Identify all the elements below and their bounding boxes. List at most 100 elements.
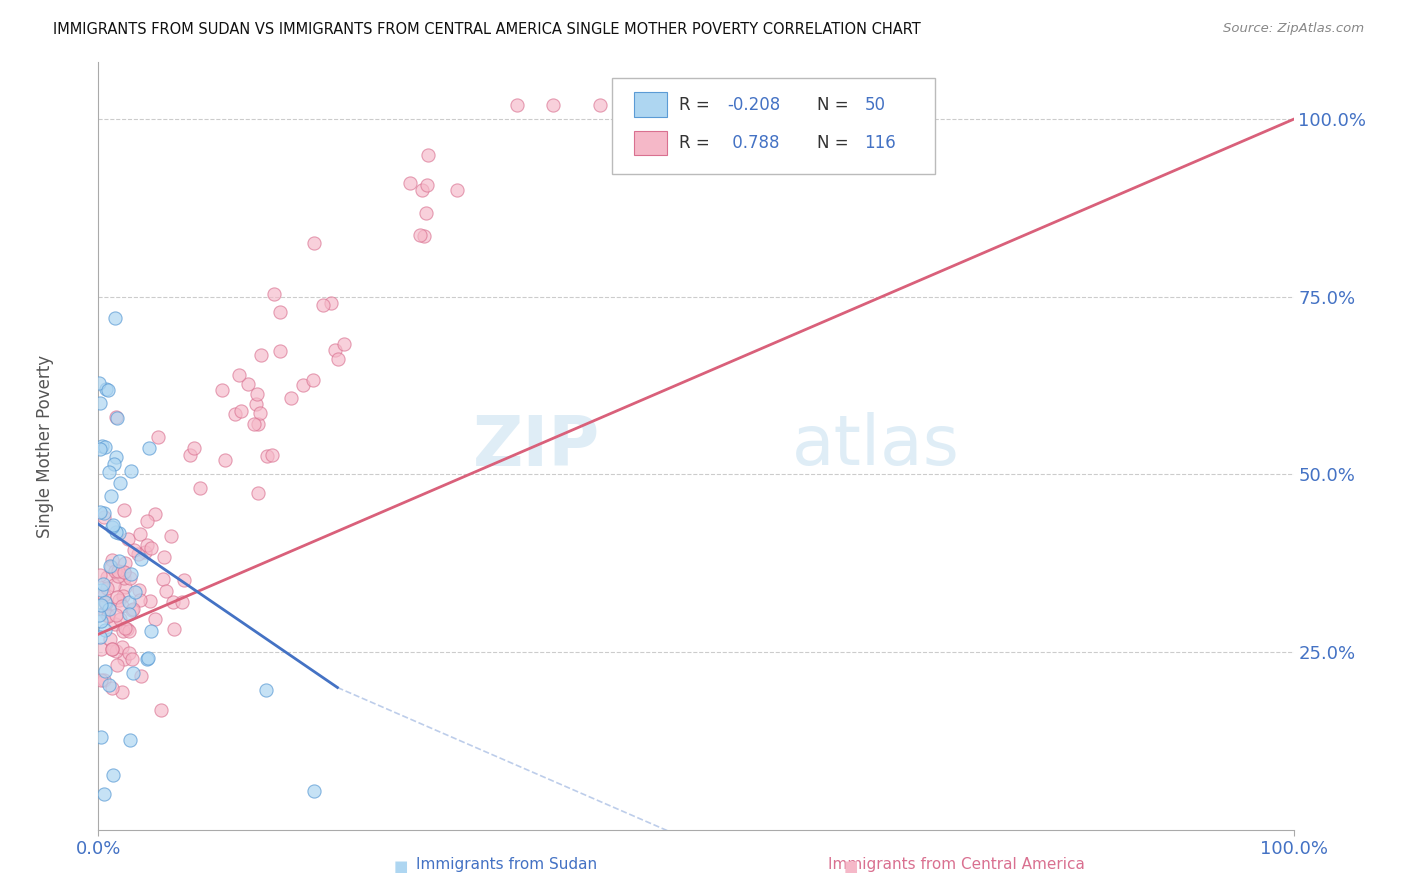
Point xyxy=(90,614,112,628)
Point xyxy=(103,577,125,591)
Point xyxy=(112,571,135,585)
Point xyxy=(120,571,142,585)
Point xyxy=(93,595,115,609)
Point xyxy=(108,554,131,568)
Text: ■: ■ xyxy=(844,859,858,873)
Point xyxy=(115,622,138,636)
Point xyxy=(89,505,111,519)
Point xyxy=(211,383,233,397)
Point xyxy=(89,630,111,644)
Point xyxy=(188,482,211,496)
Point xyxy=(153,550,176,565)
Point xyxy=(242,417,264,432)
Point xyxy=(399,176,422,190)
Point xyxy=(131,551,153,566)
Text: N =: N = xyxy=(817,134,853,152)
Point xyxy=(93,588,115,602)
Point xyxy=(138,651,160,665)
Text: R =: R = xyxy=(679,134,716,152)
Point xyxy=(89,568,111,582)
Point xyxy=(112,624,135,639)
Point xyxy=(104,617,127,632)
Point xyxy=(105,410,128,425)
Point xyxy=(214,453,236,467)
Point xyxy=(105,644,128,658)
Point xyxy=(100,641,122,656)
Point xyxy=(228,368,250,382)
Point xyxy=(415,206,437,220)
Point xyxy=(97,609,120,624)
Point xyxy=(139,624,162,638)
Point xyxy=(103,517,125,532)
Point xyxy=(446,183,468,197)
Point xyxy=(93,577,115,591)
Point xyxy=(96,582,118,596)
Point xyxy=(93,787,115,801)
Point xyxy=(104,409,127,424)
Point xyxy=(129,593,152,607)
Text: -0.208: -0.208 xyxy=(727,95,780,113)
Point xyxy=(250,348,273,362)
Point xyxy=(118,594,141,608)
Point xyxy=(104,608,127,623)
Point xyxy=(323,343,346,358)
Point xyxy=(409,227,432,242)
Point xyxy=(541,98,564,112)
Point xyxy=(90,673,112,688)
Point xyxy=(312,298,335,312)
Point xyxy=(179,448,201,462)
Point xyxy=(148,430,170,444)
Point xyxy=(249,406,271,420)
Point xyxy=(139,541,162,556)
Point xyxy=(112,652,135,666)
Point xyxy=(246,387,269,401)
Point xyxy=(93,510,115,524)
Point xyxy=(302,373,325,387)
Point xyxy=(326,352,349,367)
Point xyxy=(162,595,184,609)
Point xyxy=(94,382,117,396)
Point xyxy=(107,569,129,583)
Point xyxy=(134,545,156,559)
Text: ■: ■ xyxy=(394,859,408,873)
Point xyxy=(105,590,128,604)
Point xyxy=(94,596,117,610)
Point xyxy=(103,457,125,471)
Point xyxy=(97,607,120,622)
Point xyxy=(321,296,343,310)
Point xyxy=(90,582,112,597)
Point xyxy=(122,665,145,680)
Point xyxy=(98,601,121,615)
Point xyxy=(89,396,111,410)
Point xyxy=(112,565,135,579)
Point xyxy=(117,532,139,546)
Point xyxy=(411,183,433,197)
Point xyxy=(269,305,291,319)
Point xyxy=(96,570,118,584)
Point xyxy=(143,612,166,626)
Point xyxy=(114,580,136,594)
Point xyxy=(101,520,124,534)
Point xyxy=(98,465,121,479)
Point xyxy=(118,733,141,747)
Text: ZIP: ZIP xyxy=(472,412,600,480)
Point xyxy=(136,651,159,665)
Point xyxy=(104,311,127,326)
Point xyxy=(412,229,434,244)
Point xyxy=(94,440,117,454)
Point xyxy=(104,564,127,578)
Text: 0.788: 0.788 xyxy=(727,134,779,152)
Point xyxy=(256,449,278,463)
Point xyxy=(118,646,141,660)
Point xyxy=(121,603,143,617)
Point xyxy=(506,98,529,112)
Point xyxy=(163,622,186,636)
Point xyxy=(155,584,177,599)
Point xyxy=(112,565,135,579)
Point xyxy=(245,397,267,411)
Text: Immigrants from Central America: Immigrants from Central America xyxy=(828,857,1084,872)
Text: 50: 50 xyxy=(865,95,886,113)
Point xyxy=(118,607,141,621)
Point xyxy=(100,560,122,574)
Point xyxy=(90,439,112,453)
